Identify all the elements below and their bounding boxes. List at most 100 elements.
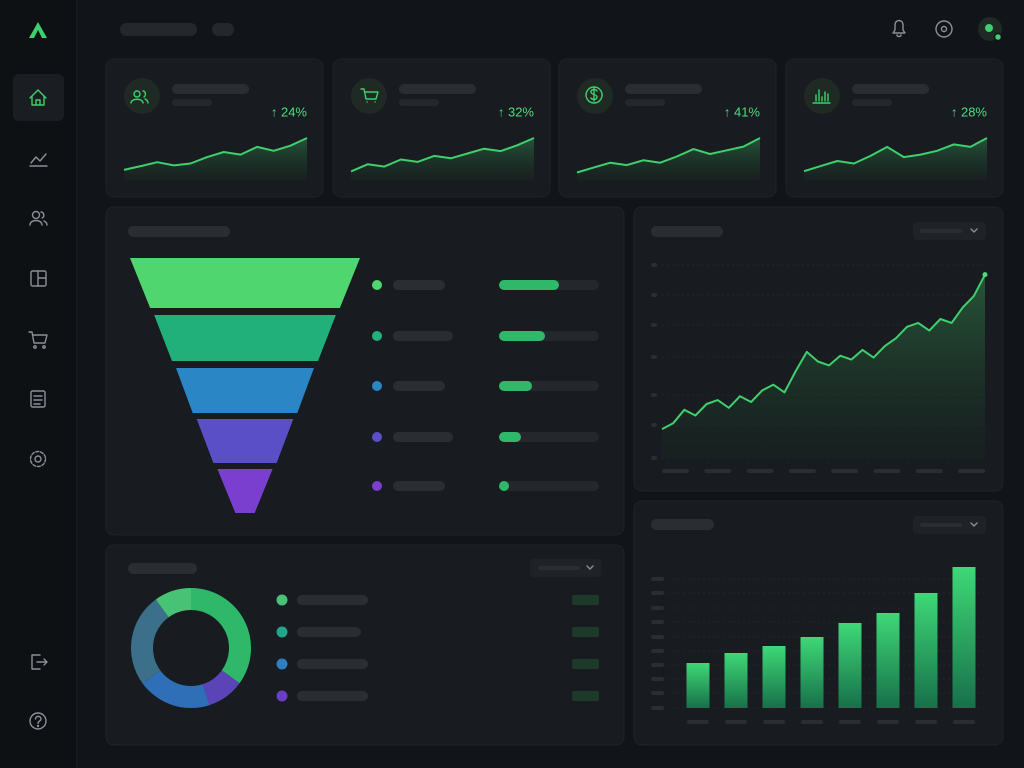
placeholder <box>801 720 823 724</box>
axis-placeholder <box>651 456 657 460</box>
funnel-stage <box>196 419 294 463</box>
nav-home[interactable] <box>29 89 47 106</box>
nav-active[interactable] <box>13 74 64 121</box>
axis-placeholder <box>651 423 657 427</box>
legend-dot <box>372 381 382 391</box>
placeholder <box>662 469 689 473</box>
donut-segment <box>202 670 240 706</box>
donut-segment <box>155 588 191 618</box>
axis-placeholder <box>651 577 664 581</box>
legend-dot <box>276 658 288 670</box>
area-fill <box>662 274 985 458</box>
placeholder <box>831 469 859 473</box>
avatar-dot <box>985 24 993 32</box>
placeholder <box>788 469 816 473</box>
sparkline <box>803 137 988 173</box>
placeholder <box>625 84 702 94</box>
bar <box>762 646 786 708</box>
placeholder <box>393 280 445 290</box>
donut-segment <box>191 588 251 684</box>
funnel-stage <box>217 469 273 513</box>
kpi-icon <box>585 86 603 104</box>
funnel-stage <box>154 315 336 361</box>
card-title-placeholder <box>128 563 197 574</box>
placeholder <box>172 99 212 106</box>
kpi-icon-bg <box>124 78 160 114</box>
donut-segment <box>142 670 210 709</box>
placeholder <box>687 720 709 724</box>
nav-analytics[interactable] <box>29 153 48 167</box>
axis-placeholder <box>651 591 664 595</box>
theme-toggle[interactable] <box>935 20 953 38</box>
sparkline <box>350 137 535 173</box>
axis-placeholder <box>651 293 657 297</box>
placeholder <box>393 432 453 442</box>
logo[interactable] <box>29 22 47 38</box>
legend-dot <box>372 481 382 491</box>
funnel-stage <box>130 258 360 308</box>
axis-placeholder <box>651 691 664 695</box>
legend-dot <box>372 280 382 290</box>
dropdown-placeholder <box>538 566 580 570</box>
kpi-icon-bg <box>351 78 387 114</box>
placeholder <box>399 99 439 106</box>
progress-track <box>499 432 599 442</box>
placeholder <box>297 627 361 637</box>
bar <box>914 593 938 708</box>
axis-placeholder <box>651 663 664 667</box>
progress-fill <box>499 432 521 442</box>
bar <box>876 613 900 708</box>
placeholder <box>297 691 368 701</box>
funnel-stage <box>176 368 314 413</box>
sidebar <box>0 0 77 768</box>
sparkline <box>576 137 761 174</box>
placeholder <box>915 720 937 724</box>
nav-cart[interactable] <box>28 331 48 349</box>
progress-track <box>499 481 599 491</box>
nav-help[interactable] <box>29 712 47 730</box>
placeholder <box>172 84 249 94</box>
kpi-change: ↑ 41% <box>724 104 761 119</box>
nav-documents[interactable] <box>30 390 46 408</box>
breadcrumb-placeholder <box>120 23 197 36</box>
area-end-point <box>982 272 988 278</box>
nav-layout[interactable] <box>30 270 47 287</box>
dropdown-caret <box>970 228 978 233</box>
donut-card <box>105 544 625 746</box>
placeholder <box>625 99 665 106</box>
area-line <box>661 274 986 430</box>
axis-placeholder <box>651 323 657 327</box>
nav-logout[interactable] <box>31 654 48 670</box>
bar <box>800 637 824 708</box>
axis-placeholder <box>651 263 657 267</box>
sparkline-area <box>804 138 987 180</box>
nav-settings[interactable] <box>29 450 47 468</box>
legend-value-placeholder <box>572 659 599 669</box>
axis-placeholder <box>651 649 664 653</box>
kpi-change: ↑ 24% <box>271 104 308 119</box>
bar <box>952 567 976 708</box>
kpi-change: ↑ 28% <box>951 104 988 119</box>
legend-value-placeholder <box>572 595 599 605</box>
bar <box>686 663 710 708</box>
bar <box>724 653 748 708</box>
legend-dot <box>276 594 288 606</box>
placeholder <box>852 84 929 94</box>
status-dot <box>993 32 1003 42</box>
placeholder <box>763 720 785 724</box>
legend-value-placeholder <box>572 691 599 701</box>
sparkline <box>123 137 308 171</box>
dropdown-placeholder <box>920 229 962 233</box>
placeholder <box>953 720 975 724</box>
placeholder <box>393 481 445 491</box>
notifications[interactable] <box>892 19 906 38</box>
kpi-icon <box>360 88 379 103</box>
dropdown-placeholder <box>920 523 962 527</box>
progress-fill <box>499 381 532 391</box>
axis-placeholder <box>651 706 664 710</box>
nav-users[interactable] <box>29 210 48 226</box>
card-title-placeholder <box>651 519 714 530</box>
axis-placeholder <box>651 355 657 359</box>
sparkline-area <box>577 138 760 180</box>
